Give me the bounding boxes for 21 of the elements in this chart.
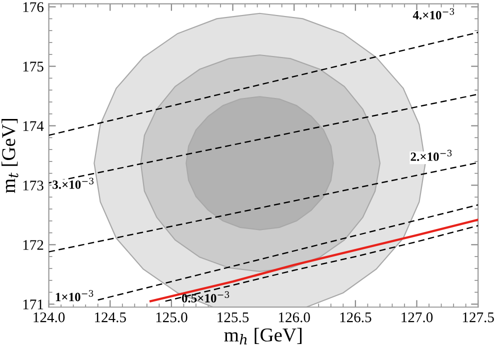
y-tick-label: 173 (23, 180, 44, 190)
x-tick-label: 125.5 (218, 312, 249, 322)
x-tick-label: 126.0 (278, 312, 310, 322)
y-tick-label: 175 (23, 62, 44, 72)
x-tick-label: 124.0 (34, 312, 65, 322)
x-tick-label: 127.0 (402, 312, 433, 322)
series-label: 0.5×10$^{−3}$ (182, 291, 230, 303)
series-label: 3.×10$^{−3}$ (52, 178, 94, 189)
x-tick-label: 125.0 (156, 312, 188, 322)
y-tick-label: 176 (23, 2, 44, 12)
x-tick-label: 124.5 (95, 312, 126, 322)
series-label: 1×10$^{−3}$ (56, 290, 94, 302)
series-label: 2.×10$^{−3}$ (410, 150, 452, 161)
y-axis-title: m$_{t}$ [GeV] (2, 119, 18, 194)
y-tick-label: 174 (23, 121, 44, 131)
y-tick-label: 172 (23, 240, 44, 250)
y-tick-label: 171 (23, 300, 44, 310)
x-axis-title: m$_{h}$ [GeV] (224, 328, 302, 344)
series-label: 4.×10$^{−3}$ (412, 8, 454, 20)
x-tick-label: 127.5 (462, 312, 494, 322)
x-tick-label: 126.5 (340, 312, 372, 322)
